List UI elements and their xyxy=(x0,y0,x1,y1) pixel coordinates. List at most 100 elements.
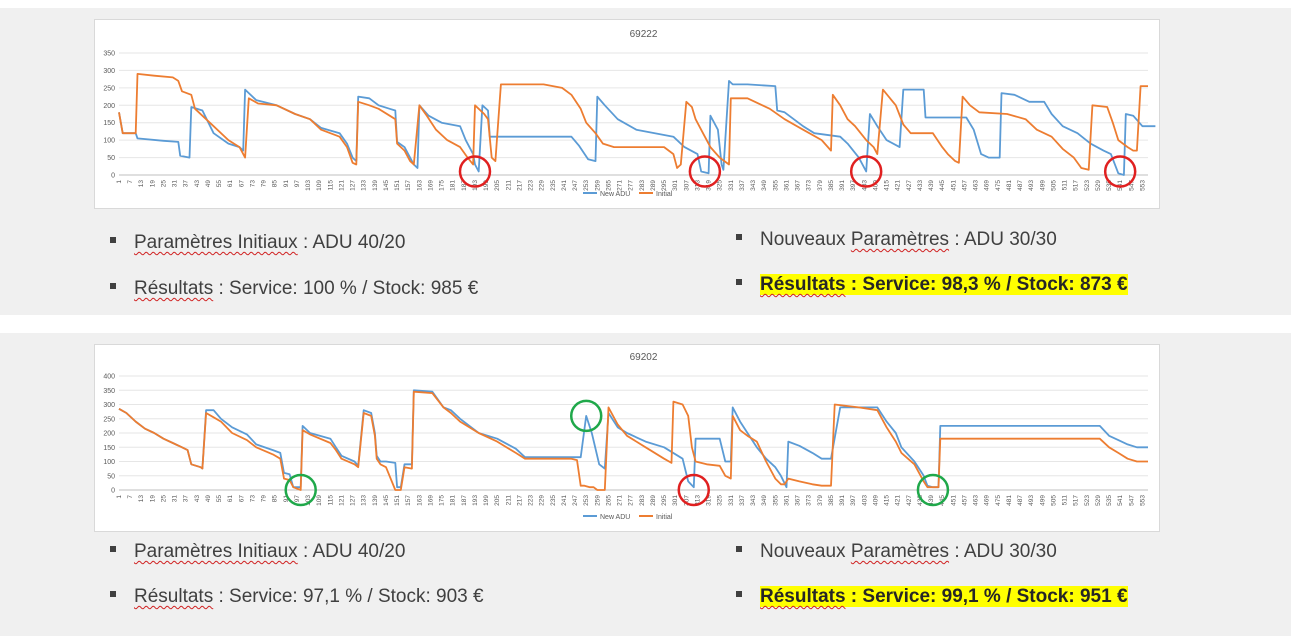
x-tick-label: 517 xyxy=(1073,495,1080,506)
x-tick-label: 415 xyxy=(884,495,891,506)
x-tick-label: 301 xyxy=(672,495,679,506)
y-tick-label: 300 xyxy=(103,402,115,409)
x-tick-label: 385 xyxy=(828,495,835,506)
x-tick-label: 331 xyxy=(728,180,735,191)
series-line-initial xyxy=(118,390,1148,491)
x-tick-label: 511 xyxy=(1062,495,1069,506)
highlighted-results: Résultats : Service: 98,3 % / Stock: 873… xyxy=(760,274,1128,295)
x-tick-label: 397 xyxy=(850,495,857,506)
x-tick-label: 85 xyxy=(272,495,279,503)
x-tick-label: 439 xyxy=(928,180,935,191)
x-tick-label: 355 xyxy=(772,180,779,191)
x-tick-label: 547 xyxy=(1128,495,1135,506)
y-tick-label: 50 xyxy=(107,473,115,480)
x-tick-label: 85 xyxy=(272,180,279,188)
y-tick-label: 150 xyxy=(103,120,115,127)
x-tick-label: 103 xyxy=(305,495,312,506)
x-tick-label: 529 xyxy=(1095,180,1102,191)
x-tick-label: 145 xyxy=(383,495,390,506)
y-tick-label: 350 xyxy=(103,388,115,395)
highlighted-results: Résultats : Service: 99,1 % / Stock: 951… xyxy=(760,586,1128,607)
x-tick-label: 133 xyxy=(361,180,368,191)
y-tick-label: 150 xyxy=(103,445,115,452)
x-tick-label: 61 xyxy=(227,180,234,188)
x-tick-label: 13 xyxy=(138,495,145,503)
x-tick-label: 481 xyxy=(1006,180,1013,191)
bullet-square xyxy=(110,545,116,552)
x-tick-label: 445 xyxy=(939,180,946,191)
x-tick-label: 433 xyxy=(917,180,924,191)
y-tick-label: 0 xyxy=(111,488,115,495)
x-tick-label: 247 xyxy=(572,495,579,506)
x-tick-label: 229 xyxy=(539,180,546,191)
x-tick-label: 517 xyxy=(1073,180,1080,191)
x-tick-label: 265 xyxy=(605,180,612,191)
x-tick-label: 487 xyxy=(1017,180,1024,191)
series-line-new-adu xyxy=(118,80,1156,176)
x-tick-label: 367 xyxy=(795,180,802,191)
bullet-square xyxy=(736,545,742,552)
x-tick-label: 337 xyxy=(739,495,746,506)
y-tick-label: 0 xyxy=(111,173,115,180)
params-value: : ADU 30/30 xyxy=(949,541,1057,562)
x-tick-label: 25 xyxy=(160,180,167,188)
y-tick-label: 400 xyxy=(103,374,115,381)
green-circle-annotation xyxy=(569,399,603,433)
y-tick-label: 100 xyxy=(103,138,115,145)
x-tick-label: 463 xyxy=(973,180,980,191)
x-tick-label: 265 xyxy=(605,495,612,506)
x-tick-label: 169 xyxy=(427,180,434,191)
x-tick-label: 427 xyxy=(906,495,913,506)
results-word: Résultats xyxy=(134,278,214,299)
params-prefix: Nouveaux xyxy=(760,541,851,562)
x-tick-label: 37 xyxy=(183,180,190,188)
green-circle-annotation xyxy=(284,473,317,507)
x-tick-label: 361 xyxy=(783,180,790,191)
x-tick-label: 259 xyxy=(594,495,601,506)
x-tick-label: 193 xyxy=(472,495,479,506)
comparison-panel-2: 69202 0 50 100 150 200 250 300 350 400 1 7 13 19 25 31 3… xyxy=(0,333,1291,636)
x-tick-label: 187 xyxy=(461,180,468,191)
x-tick-label: 289 xyxy=(650,495,657,506)
y-tick-label: 200 xyxy=(103,103,115,110)
x-tick-label: 115 xyxy=(327,495,334,506)
x-tick-label: 37 xyxy=(183,495,190,503)
green-circle-annotation xyxy=(916,473,950,507)
x-tick-label: 151 xyxy=(394,180,401,191)
x-tick-label: 43 xyxy=(194,180,201,188)
legend-label: New ADU xyxy=(600,191,630,198)
line-chart-69222: 69222 0 50 100 150 200 250 300 350 1 7 13 19 25 31 37 43… xyxy=(103,29,1156,198)
params-word: Paramètres xyxy=(850,541,950,562)
x-tick-label: 163 xyxy=(416,495,423,506)
x-tick-label: 535 xyxy=(1106,495,1113,506)
x-tick-label: 43 xyxy=(194,495,201,503)
x-tick-label: 367 xyxy=(795,495,802,506)
x-tick-label: 541 xyxy=(1117,495,1124,506)
legend-label: New ADU xyxy=(600,514,630,521)
x-tick-label: 451 xyxy=(950,495,957,506)
x-tick-label: 277 xyxy=(628,180,635,191)
params-value: : ADU 40/20 xyxy=(297,232,406,253)
x-tick-label: 283 xyxy=(639,180,646,191)
results-word: Résultats xyxy=(760,274,846,295)
x-tick-label: 73 xyxy=(249,495,256,503)
bullet-square xyxy=(736,233,742,240)
x-tick-label: 385 xyxy=(828,180,835,191)
x-tick-label: 31 xyxy=(172,495,179,503)
red-circle-annotation xyxy=(688,155,722,188)
x-tick-label: 31 xyxy=(172,180,179,188)
x-tick-label: 523 xyxy=(1084,180,1091,191)
x-tick-label: 553 xyxy=(1139,180,1146,191)
x-tick-label: 103 xyxy=(305,180,312,191)
chart-title: 69202 xyxy=(630,352,658,363)
x-tick-label: 409 xyxy=(872,180,879,191)
params-word: Paramètres xyxy=(850,229,950,250)
x-tick-label: 505 xyxy=(1050,180,1057,191)
y-tick-label: 300 xyxy=(103,68,115,75)
x-tick-label: 379 xyxy=(817,495,824,506)
bullet-square xyxy=(736,590,742,597)
series-line-initial xyxy=(118,73,1148,171)
x-tick-label: 193 xyxy=(472,180,479,191)
x-tick-label: 451 xyxy=(950,180,957,191)
